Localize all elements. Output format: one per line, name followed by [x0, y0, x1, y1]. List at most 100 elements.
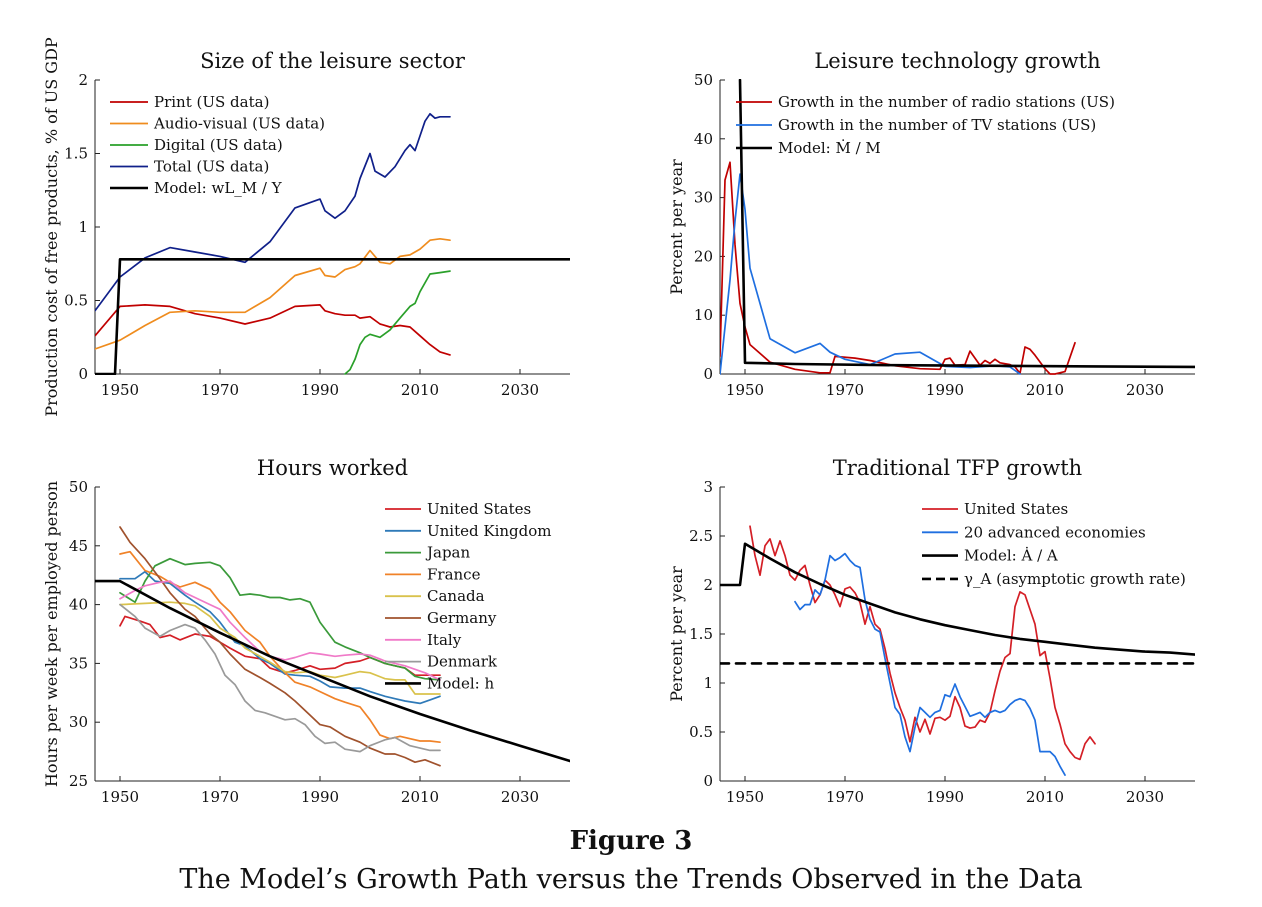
y-tick-label: 0: [703, 365, 713, 383]
x-tick-label: 2030: [501, 788, 539, 806]
y-tick-label: 30: [69, 713, 88, 731]
legend: United States 20 advanced economies Model:…: [922, 500, 1186, 588]
y-tick-label: 40: [694, 130, 713, 148]
series-line-model-h: [95, 579, 570, 763]
x-tick-label: 1950: [101, 788, 139, 806]
legend: United States United Kingdom Japan France Ca…: [385, 500, 552, 692]
series-line-canada: [119, 601, 441, 695]
y-tick-label: 20: [694, 247, 713, 265]
y-tick-label: 1: [78, 218, 88, 236]
chart-hours-worked: Hours worked Hours per week per employed …: [42, 456, 570, 806]
legend-entry: Digital (US data): [154, 136, 283, 154]
y-tick-label: 1.5: [689, 625, 713, 643]
x-tick-label: 2010: [1026, 788, 1064, 806]
x-tick-label: 1990: [926, 381, 964, 399]
x-tick-label: 1950: [726, 381, 764, 399]
y-tick-label: 40: [69, 596, 88, 614]
legend-entry: Model: wL_M / Y: [154, 179, 283, 197]
chart-title: Size of the leisure sector: [200, 49, 466, 73]
y-tick-label: 10: [694, 306, 713, 324]
legend-entry: Denmark: [427, 653, 498, 671]
y-tick-label: 2.5: [689, 527, 713, 545]
legend: Print (US data) Audio-visual (US data) Dig…: [110, 93, 325, 197]
legend-entry: Italy: [427, 631, 462, 649]
legend-entry: United States: [427, 500, 531, 518]
y-tick-label: 0: [78, 365, 88, 383]
legend-entry: Germany: [427, 609, 497, 627]
chart-title: Leisure technology growth: [814, 49, 1100, 73]
legend-entry: Model: Ṁ / M: [778, 139, 881, 157]
series-line-denmark: [119, 603, 441, 753]
x-tick-label: 2010: [401, 381, 439, 399]
series-line-model-a: [720, 542, 1195, 656]
series-line-total-us-data: [95, 112, 451, 312]
series-group: [720, 79, 1195, 375]
legend-entry: Print (US data): [154, 93, 269, 111]
legend: Growth in the number of radio stations (…: [736, 93, 1115, 157]
y-tick-label: 0.5: [689, 723, 713, 741]
legend-entry: Model: h: [427, 674, 494, 692]
y-tick-label: 50: [69, 478, 88, 496]
x-tick-label: 2030: [1126, 788, 1164, 806]
y-tick-label: 3: [703, 478, 713, 496]
y-tick-label: 35: [69, 654, 88, 672]
x-tick-label: 2010: [1026, 381, 1064, 399]
legend-entry: Total (US data): [154, 158, 269, 176]
legend-entry: Model: Ȧ / A: [964, 547, 1058, 565]
y-tick-label: 1.5: [64, 145, 88, 163]
y-tick-label: 2: [703, 576, 713, 594]
chart-leisure-technology-growth: Leisure technology growth Percent per yea…: [667, 49, 1195, 399]
series-line-model-m: [738, 79, 1195, 369]
x-tick-label: 2030: [1126, 381, 1164, 399]
figure-title: The Model’s Growth Path versus the Trend…: [179, 864, 1083, 895]
chart-size-of-the-leisure-sector: Size of the leisure sector Production cos…: [42, 37, 570, 417]
series-line-italy: [119, 580, 441, 681]
x-tick-label: 1970: [826, 788, 864, 806]
y-tick-label: 30: [694, 189, 713, 207]
figure-label: Figure 3: [569, 826, 693, 856]
legend-entry: United States: [964, 500, 1068, 518]
x-tick-label: 1970: [201, 788, 239, 806]
series-group: [95, 526, 570, 767]
legend-entry: France: [427, 565, 481, 583]
x-tick-label: 1950: [726, 788, 764, 806]
y-tick-label: 2: [78, 71, 88, 89]
legend-entry: Audio-visual (US data): [153, 115, 325, 133]
x-tick-label: 2010: [401, 788, 439, 806]
series-line-growth-in-the-number-of-radio-stations-us: [720, 161, 1076, 375]
legend-entry: Growth in the number of radio stations (…: [778, 93, 1115, 111]
y-tick-label: 45: [69, 537, 88, 555]
x-tick-label: 1990: [301, 381, 339, 399]
legend-entry: Canada: [427, 587, 485, 605]
y-axis-label: Percent per year: [667, 566, 686, 702]
y-tick-label: 25: [69, 772, 88, 790]
series-line-united-kingdom: [119, 570, 441, 705]
series-line-audio-visual-us-data: [95, 237, 451, 350]
legend-entry: United Kingdom: [427, 522, 552, 540]
y-tick-label: 0: [703, 772, 713, 790]
series-group: [720, 525, 1195, 776]
legend-entry: 20 advanced economies: [964, 523, 1146, 541]
chart-title: Hours worked: [257, 456, 408, 480]
legend-entry: γ_A (asymptotic growth rate): [964, 570, 1186, 588]
x-tick-label: 1990: [926, 788, 964, 806]
y-tick-label: 0.5: [64, 292, 88, 310]
chart-title: Traditional TFP growth: [833, 456, 1082, 480]
y-axis-label: Production cost of free products, % of U…: [42, 37, 61, 417]
y-axis-label: Hours per week per employed person: [42, 481, 61, 787]
series-line-germany: [119, 526, 441, 767]
series-line-digital-us-data: [344, 270, 451, 375]
legend-entry: Growth in the number of TV stations (US): [778, 116, 1096, 134]
x-tick-label: 1970: [201, 381, 239, 399]
series-line-20-advanced-economies: [794, 552, 1066, 776]
x-tick-label: 1970: [826, 381, 864, 399]
legend-entry: Japan: [425, 544, 471, 562]
y-axis-label: Percent per year: [667, 159, 686, 295]
series-line-growth-in-the-number-of-tv-stations-us: [720, 173, 1021, 375]
x-tick-label: 1950: [101, 381, 139, 399]
series-line-model-wl-m-y: [95, 258, 570, 375]
y-tick-label: 1: [703, 674, 713, 692]
series-line-japan: [119, 557, 441, 681]
x-tick-label: 1990: [301, 788, 339, 806]
